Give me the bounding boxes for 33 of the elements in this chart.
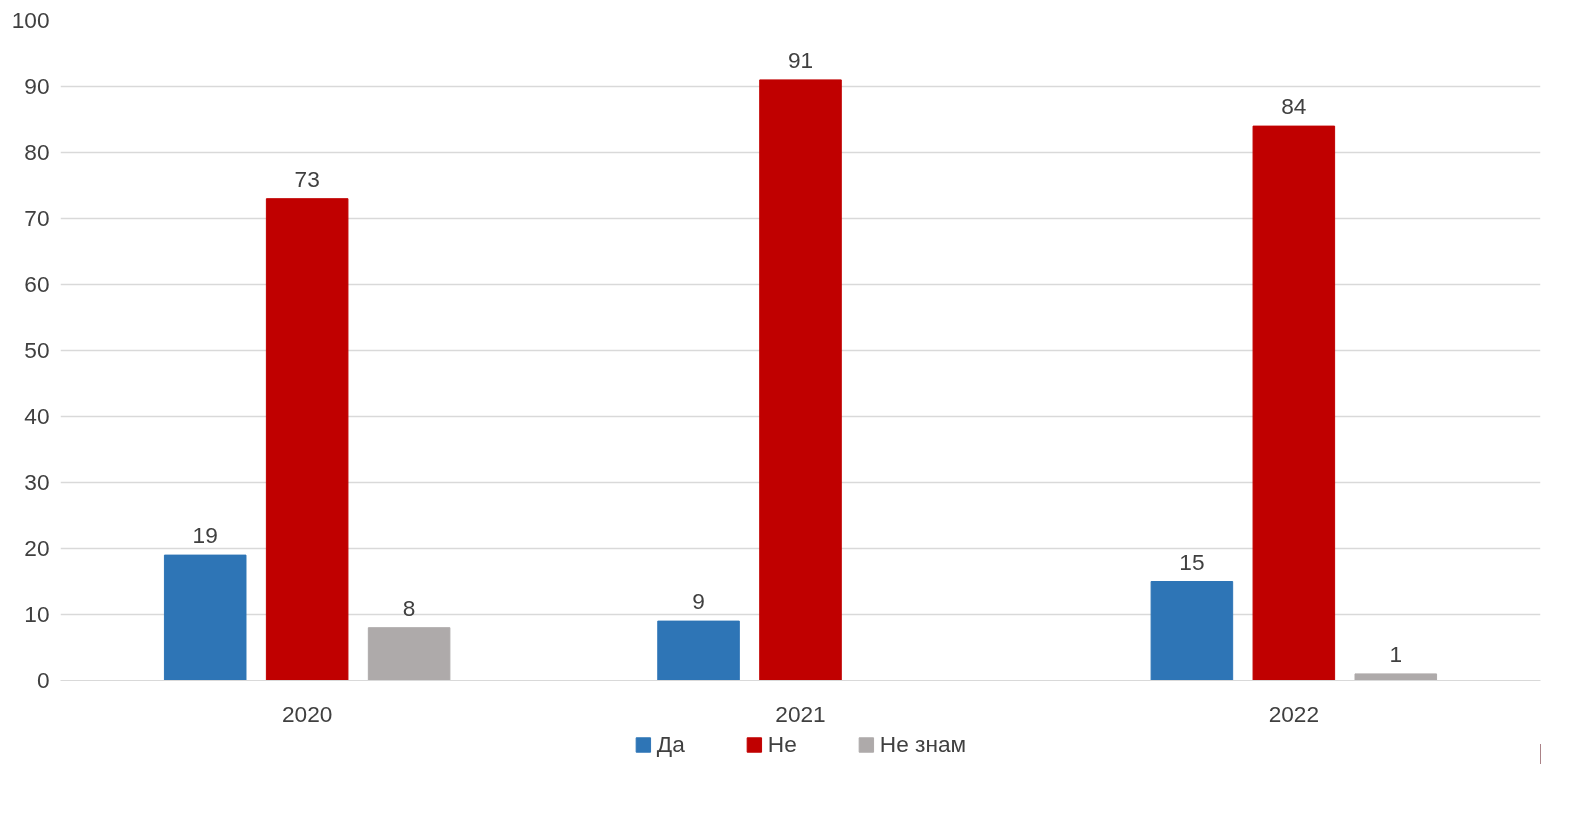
y-tick-label: 60 bbox=[24, 271, 50, 297]
y-tick-label: 0 bbox=[36, 667, 50, 693]
data-label: 1 bbox=[1389, 640, 1403, 667]
bar bbox=[657, 620, 740, 681]
bar bbox=[367, 627, 451, 681]
bar bbox=[163, 554, 247, 681]
y-tick-label: 100 bbox=[11, 7, 50, 33]
x-tick-label: 2020 bbox=[281, 700, 333, 727]
y-tick-label: 90 bbox=[24, 73, 50, 99]
x-tick-label: 2021 bbox=[775, 700, 826, 727]
legend-label: Да bbox=[656, 730, 685, 758]
data-label: 19 bbox=[192, 522, 218, 549]
bar bbox=[265, 198, 349, 681]
y-tick-label: 20 bbox=[24, 535, 50, 561]
y-tick-label: 50 bbox=[24, 337, 50, 363]
data-label: 84 bbox=[1281, 93, 1307, 120]
data-label: 8 bbox=[402, 594, 416, 621]
data-label: 9 bbox=[692, 588, 705, 615]
data-label: 73 bbox=[294, 165, 320, 192]
y-tick-label: 10 bbox=[24, 601, 50, 627]
y-tick-label: 80 bbox=[24, 139, 50, 165]
x-tick-label: 2022 bbox=[1268, 700, 1320, 727]
bar bbox=[759, 79, 842, 681]
y-tick-label: 40 bbox=[24, 403, 50, 429]
data-label: 91 bbox=[787, 46, 814, 73]
bar bbox=[1252, 125, 1336, 681]
y-tick-label: 30 bbox=[24, 469, 50, 495]
bar bbox=[1354, 673, 1438, 681]
legend-label: Не знам bbox=[879, 730, 967, 758]
data-label: 15 bbox=[1179, 548, 1205, 575]
bar bbox=[1150, 581, 1234, 681]
legend-label: Не bbox=[767, 730, 797, 758]
y-tick-label: 70 bbox=[24, 205, 50, 231]
